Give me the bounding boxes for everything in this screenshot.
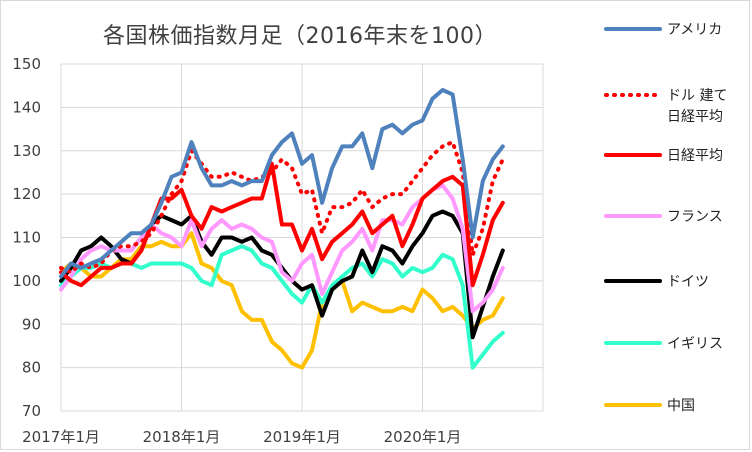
legend-label-7: 中国	[667, 398, 695, 414]
y-tick-label: 70	[22, 402, 41, 420]
y-tick-label: 150	[12, 55, 41, 73]
legend-label-2: ドル 建て	[667, 88, 727, 104]
y-tick-label: 110	[12, 229, 41, 247]
x-tick-label: 2019年1月	[263, 428, 341, 446]
series-line-6	[59, 244, 505, 370]
legend-label-1: アメリカ	[667, 22, 722, 38]
legend-label-5: ドイツ	[667, 274, 709, 290]
series-line-7	[59, 231, 505, 370]
y-tick-label: 90	[22, 315, 41, 333]
chart-title: 各国株価指数月足（2016年末を100）	[103, 24, 497, 49]
legend-label-2: 日経平均	[667, 109, 723, 125]
legend-label-6: イギリス	[667, 336, 723, 352]
series-line-2	[59, 140, 505, 275]
y-tick-label: 80	[22, 359, 41, 377]
x-tick-label: 2018年1月	[143, 428, 221, 446]
series-line-3	[59, 161, 505, 288]
y-tick-label: 140	[12, 98, 41, 116]
legend-label-3: 日経平均	[667, 148, 723, 164]
y-tick-label: 130	[12, 142, 41, 160]
y-tick-label: 100	[12, 272, 41, 290]
x-tick-label: 2020年1月	[384, 428, 462, 446]
x-tick-label: 2017年1月	[22, 428, 100, 446]
series-line-1	[59, 88, 505, 279]
y-tick-label: 120	[12, 185, 41, 203]
series-line-4	[59, 183, 505, 314]
legend-label-4: フランス	[667, 209, 723, 225]
